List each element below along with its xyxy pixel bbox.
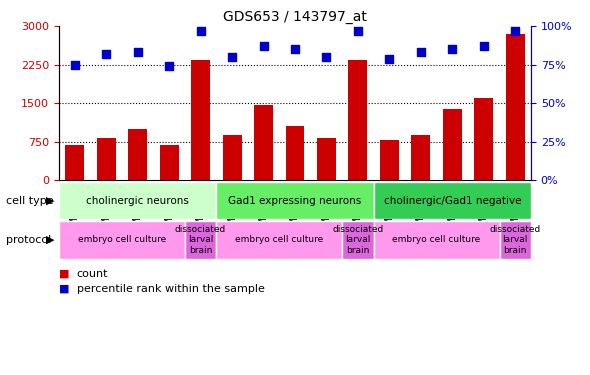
Point: [227, 54, 237, 60]
Point: [290, 46, 300, 53]
Point: [510, 28, 520, 34]
Point: [385, 56, 394, 62]
Point: [196, 28, 205, 34]
Bar: [160, 145, 179, 180]
Bar: [191, 60, 210, 180]
Text: protocol: protocol: [6, 235, 51, 245]
FancyBboxPatch shape: [342, 221, 373, 259]
Point: [70, 62, 80, 68]
Text: embryo cell culture: embryo cell culture: [235, 236, 323, 244]
FancyBboxPatch shape: [217, 221, 342, 259]
Text: cholinergic/Gad1 negative: cholinergic/Gad1 negative: [384, 196, 521, 206]
Text: Gad1 expressing neurons: Gad1 expressing neurons: [228, 196, 362, 206]
Text: ■: ■: [59, 269, 70, 279]
Text: dissociated
larval
brain: dissociated larval brain: [332, 225, 384, 255]
Text: count: count: [77, 269, 108, 279]
Bar: [380, 140, 399, 180]
Text: ■: ■: [59, 284, 70, 294]
Bar: [254, 105, 273, 180]
Point: [165, 63, 174, 69]
Text: percentile rank within the sample: percentile rank within the sample: [77, 284, 264, 294]
Bar: [222, 135, 241, 180]
Text: embryo cell culture: embryo cell culture: [78, 236, 166, 244]
Text: dissociated
larval
brain: dissociated larval brain: [490, 225, 541, 255]
Title: GDS653 / 143797_at: GDS653 / 143797_at: [223, 10, 367, 24]
FancyBboxPatch shape: [59, 221, 185, 259]
Bar: [443, 109, 462, 180]
Text: dissociated
larval
brain: dissociated larval brain: [175, 225, 226, 255]
Text: ▶: ▶: [46, 235, 54, 245]
Bar: [317, 138, 336, 180]
FancyBboxPatch shape: [59, 182, 217, 219]
Bar: [65, 145, 84, 180]
FancyBboxPatch shape: [185, 221, 217, 259]
Text: embryo cell culture: embryo cell culture: [392, 236, 481, 244]
FancyBboxPatch shape: [373, 221, 500, 259]
Point: [259, 43, 268, 49]
Bar: [411, 135, 430, 180]
Bar: [349, 60, 368, 180]
Point: [448, 46, 457, 53]
Point: [353, 28, 363, 34]
FancyBboxPatch shape: [373, 182, 531, 219]
Text: ▶: ▶: [46, 196, 54, 206]
Bar: [97, 138, 116, 180]
Point: [101, 51, 111, 57]
Bar: [506, 34, 525, 180]
Point: [416, 50, 425, 55]
FancyBboxPatch shape: [217, 182, 373, 219]
Bar: [128, 129, 147, 180]
Text: cholinergic neurons: cholinergic neurons: [86, 196, 189, 206]
Point: [322, 54, 331, 60]
Point: [479, 43, 489, 49]
FancyBboxPatch shape: [500, 221, 531, 259]
Text: cell type: cell type: [6, 196, 54, 206]
Bar: [474, 98, 493, 180]
Point: [133, 50, 142, 55]
Bar: [286, 126, 304, 180]
